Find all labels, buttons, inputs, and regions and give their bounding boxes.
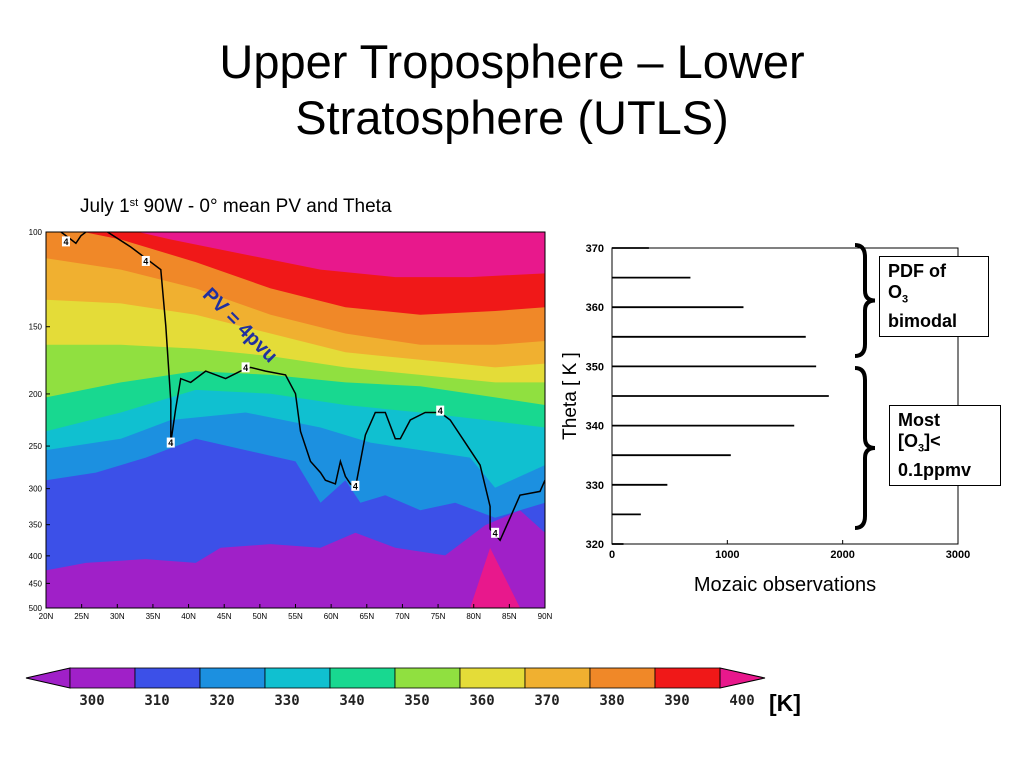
y-tick-label: 300 [29, 485, 43, 494]
x-tick-label: 60N [324, 612, 339, 621]
histogram-y-axis-label: Theta [ K ] [560, 352, 581, 440]
most-callout-line-2: [O3]< [898, 431, 941, 455]
slide-title: Upper Troposphere – Lower Stratosphere (… [0, 34, 1024, 146]
pv-contour-label: 4 [353, 481, 358, 491]
y-tick-label: 330 [586, 480, 604, 492]
pv-contour-label: 4 [168, 438, 173, 448]
theta-surface-patch [470, 547, 521, 608]
x-tick-label: 2000 [830, 549, 854, 561]
pv-contour-label-box [61, 236, 70, 247]
pv-contour-label-box [351, 480, 360, 491]
y-tick-label: 360 [586, 302, 604, 314]
colorbar-unit-label: [K] [769, 690, 801, 716]
colorbar-segment [654, 667, 721, 689]
colorbar-tick-label: 340 [339, 693, 364, 709]
pv-contour-label-box [166, 437, 175, 448]
x-tick-label: 50N [253, 612, 268, 621]
most-callout: Most [O3]< 0.1ppmv [889, 405, 1001, 486]
colorbar-segment [329, 667, 396, 689]
bimodal-callout-line-2: O3 [888, 282, 909, 306]
y-tick-label: 100 [29, 228, 43, 237]
colorbar-low-arrow [25, 667, 71, 689]
y-tick-label: 150 [29, 323, 43, 332]
colorbar-tick-label: 310 [144, 693, 169, 709]
x-tick-label: 40N [181, 612, 196, 621]
most-callout-line-1: Most [898, 410, 940, 430]
y-tick-label: 320 [586, 539, 604, 551]
theta-band-9 [138, 232, 545, 278]
x-tick-label: 1000 [715, 549, 739, 561]
colorbar-segment [134, 667, 201, 689]
slide-title-line-1: Upper Troposphere – Lower [219, 35, 805, 88]
most-callout-line-3: 0.1ppmv [898, 459, 972, 480]
slide-title-line-2: Stratosphere (UTLS) [295, 91, 729, 144]
low-ozone-brace [854, 366, 876, 530]
colorbar-tick-label: 390 [664, 693, 689, 709]
y-tick-label: 350 [29, 521, 43, 530]
pv-contour-label: 4 [438, 406, 443, 416]
colorbar-segment [459, 667, 526, 689]
colorbar-tick-label: 320 [209, 693, 234, 709]
y-tick-label: 340 [586, 421, 604, 433]
pv-contour-label: 4 [143, 256, 148, 266]
bimodal-brace [854, 243, 876, 358]
colorbar-tick-label: 360 [469, 693, 494, 709]
bimodal-callout: PDF of O3 bimodal [879, 256, 989, 337]
pv-contour-label-box [241, 362, 250, 373]
y-tick-label: 350 [586, 361, 604, 373]
y-tick-label: 450 [29, 579, 43, 588]
theta-colorbar: 300 310 320 330 340 350 360 370 380 390 400 [25, 667, 766, 709]
y-tick-label: 400 [29, 552, 43, 561]
pv-contour-label-box [491, 527, 500, 538]
colorbar-segment [69, 667, 136, 689]
x-tick-label: 0 [609, 549, 615, 561]
x-tick-label: 35N [146, 612, 161, 621]
y-tick-label: 200 [29, 390, 43, 399]
colorbar-segment [394, 667, 461, 689]
bimodal-callout-line-1: PDF of [888, 261, 946, 281]
x-tick-label: 20N [39, 612, 54, 621]
map-caption-prefix: July 1 [80, 196, 130, 217]
colorbar-tick-label: 330 [274, 693, 299, 709]
map-caption-suffix: 90W - 0° mean PV and Theta [138, 196, 392, 217]
theta-field: 4 4 4 4 4 4 4 [46, 232, 545, 608]
colorbar-tick-label: 400 [729, 693, 754, 709]
colorbar-segment [524, 667, 591, 689]
pv-contour-label: 4 [63, 237, 68, 247]
x-tick-label: 3000 [946, 549, 970, 561]
x-tick-label: 25N [74, 612, 89, 621]
x-tick-label: 90N [538, 612, 553, 621]
x-tick-label: 80N [466, 612, 481, 621]
x-tick-label: 45N [217, 612, 232, 621]
pv-contour-label-box [141, 255, 150, 266]
x-tick-label: 55N [288, 612, 303, 621]
x-tick-label: 70N [395, 612, 410, 621]
histogram-x-axis-label: Mozaic observations [694, 574, 876, 596]
x-tick-label: 85N [502, 612, 517, 621]
pv-contour-label: 4 [493, 528, 498, 538]
map-caption: July 1st 90W - 0° mean PV and Theta [80, 196, 392, 218]
colorbar-segment [199, 667, 266, 689]
pv-contour-label: 4 [243, 363, 248, 373]
map-caption-superscript: st [129, 197, 139, 209]
y-tick-label: 250 [29, 442, 43, 451]
colorbar-segment [264, 667, 331, 689]
theta-histogram-chart: 0 1000 2000 3000 320 330 340 350 360 370 Theta [ K… [560, 243, 970, 596]
colorbar-tick-label: 370 [534, 693, 559, 709]
bimodal-callout-line-3: bimodal [888, 310, 958, 331]
x-tick-label: 75N [431, 612, 446, 621]
colorbar-tick-label: 350 [404, 693, 429, 709]
pv-4pvu-contour [60, 232, 545, 542]
y-tick-label: 370 [586, 243, 604, 255]
colorbar-segment [589, 667, 656, 689]
colorbar-high-arrow [719, 667, 766, 689]
x-tick-label: 30N [110, 612, 125, 621]
x-tick-label: 65N [359, 612, 374, 621]
pv-contour-label-box [436, 405, 445, 416]
y-tick-label: 500 [29, 604, 43, 613]
colorbar-tick-label: 380 [599, 693, 624, 709]
colorbar-tick-label: 300 [79, 693, 104, 709]
